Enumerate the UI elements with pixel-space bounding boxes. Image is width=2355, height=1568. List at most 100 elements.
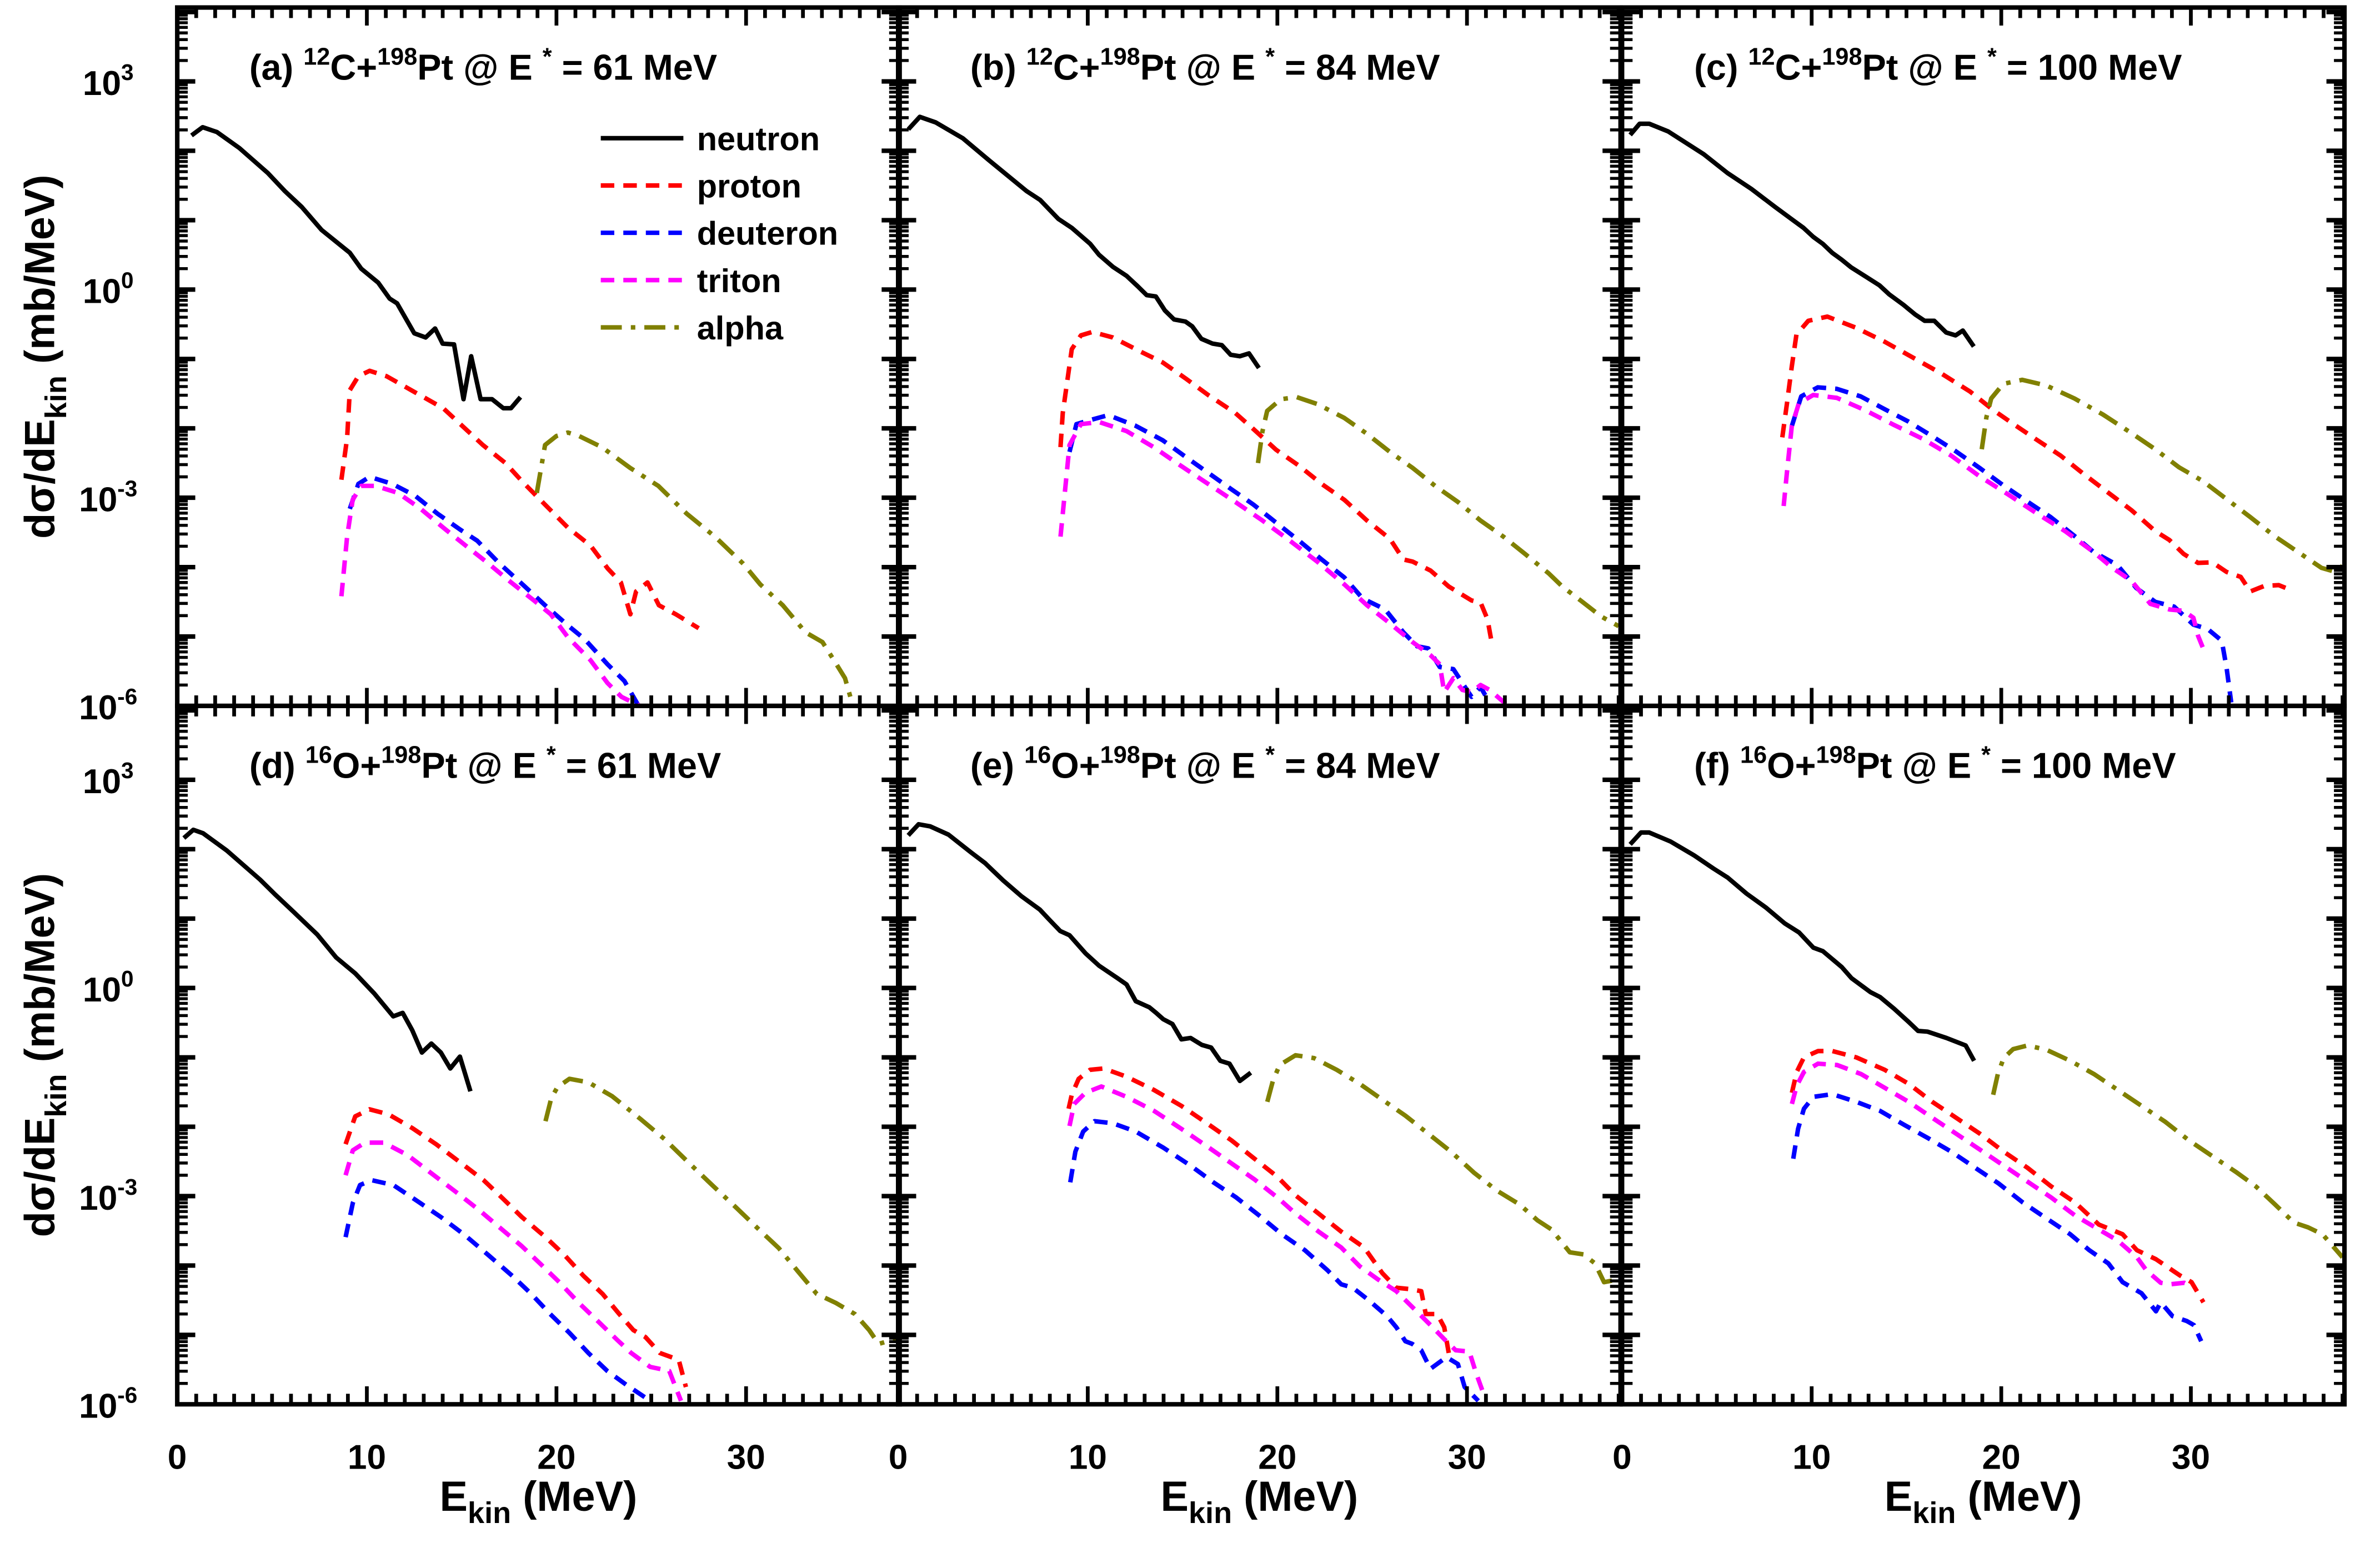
y-axis-label: dσ/dEkin (mb/MeV) [16,873,73,1238]
title-energy: = 84 MeV [1275,47,1440,87]
title-target: Pt @ E [1140,745,1255,786]
title-proj_mass: 12 [1026,43,1053,70]
panel-f-deuteron-curve [1791,1091,2203,1342]
title-proj_mass: 12 [303,43,330,70]
panel-e-frame [895,703,1623,1407]
panel-c-deuteron-curve [1790,385,2234,703]
title-target_mass: 198 [377,43,417,70]
curves-layer [182,114,2344,1403]
title-proj: C+ [330,47,377,87]
panel-c-neutron-curve [1628,121,1976,348]
panel-c-alpha-curve [1979,377,2344,574]
y-tick-label: 103 [83,59,134,103]
title-target: Pt @ E [1862,47,1977,87]
title-target: Pt @ E [1140,47,1255,87]
legend-label-proton: proton [697,168,801,205]
panel-b-proton-curve [1058,329,1495,645]
panel-c-triton-curve [1781,393,2205,649]
legend-label-deuteron: deuteron [697,215,838,252]
x-tick-label: 0 [1612,1439,1632,1477]
panel-b-triton-curve [1058,419,1507,706]
legend-label-neutron: neutron [697,120,820,157]
title-proj: O+ [332,745,381,786]
title-proj: O+ [1051,745,1100,786]
panel-f-alpha-curve [1991,1043,2344,1259]
panel-d-proton-curve [343,1107,688,1388]
x-axis-label: Ekin (MeV) [440,1473,638,1530]
panel-f-title: (f) 16O+198Pt @ E * = 100 MeV [1694,742,2176,786]
title-target: Pt @ E [421,745,536,786]
legend-label-alpha: alpha [697,309,784,347]
panel-c-proton-curve [1780,314,2287,594]
title-star: * [547,742,556,769]
title-label: (e) [970,745,1014,786]
title-label: (b) [970,47,1016,87]
panel-d-triton-curve [343,1140,683,1402]
panel-e-triton-curve [1067,1084,1485,1393]
title-target_mass: 198 [1100,742,1140,769]
title-target: Pt @ E [417,47,532,87]
title-proj: C+ [1775,47,1822,87]
y-tick-label: 10-3 [79,1174,137,1218]
panel-a-neutron-curve [190,124,523,411]
legend-item-deuteron: deuteron [600,215,838,252]
panel-b-frame [895,5,1623,708]
x-tick-label: 20 [1982,1439,2021,1477]
panel-b-alpha-curve [1255,394,1620,628]
legend-item-proton: proton [600,168,801,205]
y-axis-label: dσ/dEkin (mb/MeV) [16,174,73,539]
title-label: (f) [1694,745,1730,786]
title-target: Pt @ E [1856,745,1971,786]
panel-d-title: (d) 16O+198Pt @ E * = 61 MeV [249,742,721,786]
y-tick-label: 103 [83,758,134,801]
panel-b-neutron-curve [906,114,1261,369]
y-tick-label: 10-6 [79,684,137,727]
title-label: (d) [249,745,295,786]
x-tick-label: 10 [1069,1439,1107,1477]
x-tick-label: 10 [348,1439,386,1477]
legend-label-triton: triton [697,262,781,299]
x-axis-label: Ekin (MeV) [1885,1473,2082,1530]
title-proj_mass: 16 [1740,742,1767,769]
panel-e-neutron-curve [906,821,1252,1084]
panel-a-deuteron-curve [347,474,641,706]
x-tick-label: 30 [727,1439,765,1477]
panel-c-frame [1620,5,2347,708]
title-energy: = 84 MeV [1275,745,1440,786]
panel-b-deuteron-curve [1067,413,1490,700]
y-tick-label: 10-3 [79,475,137,519]
y-tick-label: 10-6 [79,1382,137,1426]
title-star: * [1265,742,1275,769]
x-axis-label: Ekin (MeV) [1160,1473,1358,1530]
title-target_mass: 198 [1816,742,1856,769]
title-proj_mass: 16 [305,742,332,769]
x-tick-label: 30 [1448,1439,1486,1477]
title-proj_mass: 16 [1024,742,1051,769]
x-tick-label: 20 [1258,1439,1296,1477]
x-tick-label: 0 [168,1439,187,1477]
title-label: (c) [1694,47,1738,87]
panel-a-proton-curve [339,368,700,630]
x-tick-label: 10 [1792,1439,1831,1477]
y-tick-label: 100 [83,966,134,1009]
title-proj: C+ [1053,47,1100,87]
panel-d-neutron-curve [182,827,473,1092]
labels-layer: (a) 12C+198Pt @ E * = 61 MeV10310010-310… [16,43,2210,1530]
legend-item-neutron: neutron [600,120,820,157]
title-star: * [1987,43,1997,70]
panel-d-deuteron-curve [343,1178,652,1403]
panel-e-title: (e) 16O+198Pt @ E * = 84 MeV [970,742,1440,786]
legend: neutron proton deuteron triton alpha [600,120,838,347]
y-tick-label: 100 [83,268,134,311]
title-target_mass: 198 [381,742,421,769]
title-proj_mass: 12 [1748,43,1775,70]
panel-d-alpha-curve [543,1076,899,1346]
panel-f-frame [1620,703,2347,1407]
axes-layer [175,5,2347,1407]
panel-f-neutron-curve [1628,830,1976,1062]
panel-c-title: (c) 12C+198Pt @ E * = 100 MeV [1694,43,2182,87]
panel-f-proton-curve [1790,1049,2206,1304]
title-proj: O+ [1767,745,1816,786]
title-label: (a) [249,47,293,87]
